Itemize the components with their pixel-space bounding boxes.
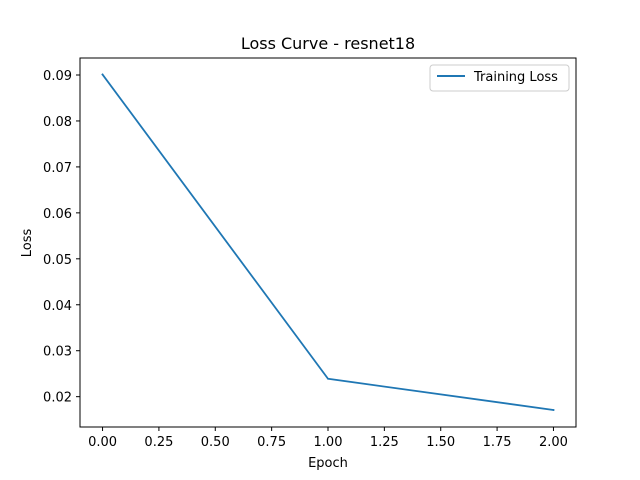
x-tick-label: 1.00 bbox=[314, 435, 343, 450]
y-tick-label: 0.05 bbox=[43, 253, 72, 268]
y-axis-label: Loss bbox=[20, 229, 35, 258]
x-tick-label: 1.50 bbox=[426, 435, 455, 450]
x-axis-ticks: 0.00 0.25 0.50 0.75 1.00 1.25 1.50 1.75 2.00 bbox=[88, 427, 568, 450]
series-lines bbox=[101, 73, 555, 412]
x-tick-label: 0.50 bbox=[201, 435, 230, 450]
y-tick-label: 0.04 bbox=[43, 299, 72, 314]
y-tick-label: 0.09 bbox=[43, 69, 72, 84]
series-point bbox=[327, 377, 329, 380]
series-point bbox=[552, 409, 555, 411]
plot-area bbox=[79, 57, 577, 428]
x-tick-label: 1.25 bbox=[370, 435, 399, 450]
legend: Training Loss bbox=[429, 64, 570, 92]
x-tick-label: 2.00 bbox=[539, 435, 568, 450]
x-axis-label: Epoch bbox=[308, 456, 348, 471]
series-point bbox=[101, 73, 104, 76]
x-tick-label: 0.00 bbox=[88, 435, 117, 450]
x-tick-label: 1.75 bbox=[483, 435, 512, 450]
y-tick-label: 0.07 bbox=[43, 161, 72, 176]
legend-box bbox=[429, 64, 570, 92]
legend-label-training-loss: Training Loss bbox=[473, 70, 558, 85]
y-axis-ticks: 0.02 0.03 0.04 0.05 0.06 0.07 0.08 0.09 bbox=[43, 69, 80, 406]
x-tick-label: 0.25 bbox=[144, 435, 173, 450]
y-tick-label: 0.06 bbox=[43, 207, 72, 222]
series-line-training-loss bbox=[101, 73, 555, 412]
y-tick-label: 0.08 bbox=[43, 115, 72, 130]
x-tick-label: 0.75 bbox=[257, 435, 286, 450]
chart-title: Loss Curve - resnet18 bbox=[241, 34, 415, 53]
y-tick-label: 0.02 bbox=[43, 391, 72, 406]
y-tick-label: 0.03 bbox=[43, 345, 72, 360]
